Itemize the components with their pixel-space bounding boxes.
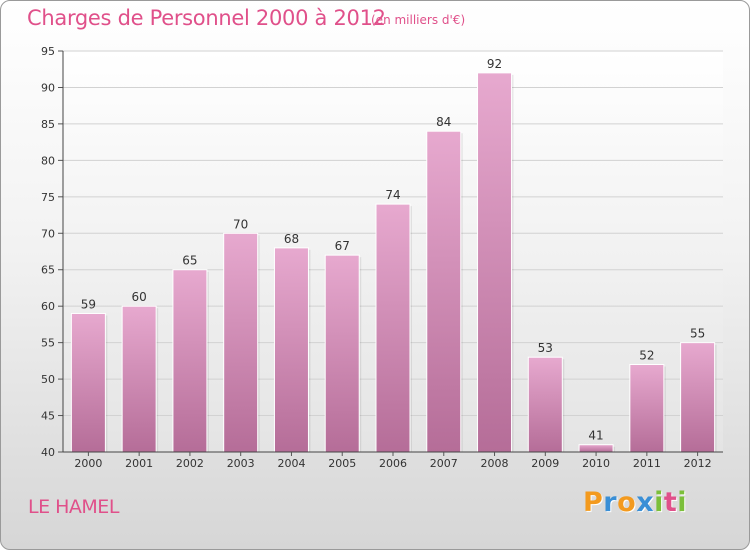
- bar-2010: [578, 444, 614, 453]
- logo-letter: r: [603, 487, 618, 518]
- data-label: 68: [284, 232, 299, 246]
- x-tick-label: 2007: [430, 457, 458, 470]
- data-label: 67: [335, 239, 350, 253]
- y-tick-label: 40: [41, 446, 55, 459]
- bar-2009: [527, 356, 563, 453]
- y-tick-label: 70: [41, 227, 55, 240]
- data-label: 55: [690, 327, 705, 341]
- data-label: 92: [487, 57, 502, 71]
- x-tick-label: 2008: [481, 457, 509, 470]
- x-tick-label: 2001: [125, 457, 153, 470]
- bar-2005: [324, 254, 360, 453]
- x-tick-label: 2011: [633, 457, 661, 470]
- y-tick-label: 80: [41, 154, 55, 167]
- chart-title: Charges de Personnel 2000 à 2012: [27, 6, 386, 30]
- data-label: 70: [233, 217, 248, 231]
- data-label: 41: [588, 429, 603, 443]
- y-tick-label: 90: [41, 81, 55, 94]
- commune-name: LE HAMEL: [28, 496, 119, 518]
- x-tick-label: 2005: [328, 457, 356, 470]
- chart-subtitle: (en milliers d'€): [371, 13, 466, 27]
- y-tick-label: 85: [41, 118, 55, 131]
- logo-letter: i: [654, 487, 664, 518]
- y-tick-label: 65: [41, 264, 55, 277]
- data-label: 74: [385, 188, 400, 202]
- bar-2004: [273, 247, 309, 453]
- bar-2011: [629, 364, 665, 453]
- logo-letter: i: [677, 487, 688, 518]
- y-tick-label: 60: [41, 300, 55, 313]
- logo-letter: t: [663, 487, 678, 518]
- logo-letter: o: [617, 487, 637, 518]
- bar-2003: [223, 232, 259, 453]
- logo-letter: x: [636, 487, 655, 518]
- x-tick-label: 2000: [74, 457, 102, 470]
- y-tick-label: 55: [41, 337, 55, 350]
- bar-2000: [70, 312, 106, 453]
- bar-2001: [121, 305, 157, 453]
- bar-2012: [680, 342, 716, 453]
- bar-2002: [172, 269, 208, 453]
- x-tick-label: 2003: [227, 457, 255, 470]
- y-tick-label: 50: [41, 373, 55, 386]
- x-tick-label: 2006: [379, 457, 407, 470]
- x-tick-label: 2012: [684, 457, 712, 470]
- data-label: 65: [182, 254, 197, 268]
- x-tick-label: 2009: [531, 457, 559, 470]
- bar-2006: [375, 203, 411, 453]
- logo-letter: P: [583, 487, 604, 518]
- bar-2007: [426, 130, 462, 453]
- bar-2008: [477, 72, 513, 453]
- x-tick-label: 2002: [176, 457, 204, 470]
- x-tick-label: 2010: [582, 457, 610, 470]
- data-label: 84: [436, 115, 451, 129]
- y-tick-label: 45: [41, 410, 55, 423]
- data-label: 59: [81, 297, 96, 311]
- y-tick-label: 95: [41, 45, 55, 58]
- data-label: 52: [639, 349, 654, 363]
- data-label: 60: [132, 290, 147, 304]
- proxiti-logo: Proxiti: [583, 487, 687, 518]
- y-tick-label: 75: [41, 191, 55, 204]
- x-tick-label: 2004: [277, 457, 305, 470]
- data-label: 53: [538, 341, 553, 355]
